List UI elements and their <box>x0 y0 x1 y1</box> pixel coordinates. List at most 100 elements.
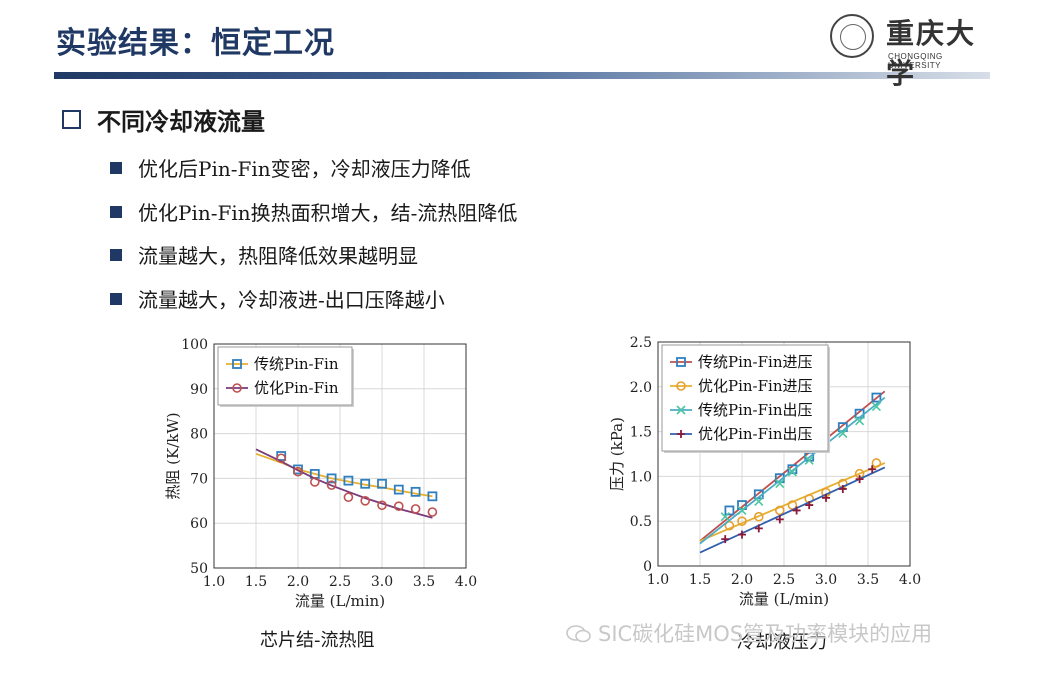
slide-title: 实验结果：恒定工况 <box>56 26 335 61</box>
data-point <box>805 501 814 510</box>
data-point <box>724 520 735 531</box>
university-logo: 重庆大学 CHONGQING UNIVERSITY <box>826 10 996 90</box>
section-heading: 不同冷却液流量 <box>62 102 265 137</box>
y-tick-label: 70 <box>190 471 208 487</box>
title-underline-bar <box>54 72 990 79</box>
y-tick-label: 1.5 <box>630 425 652 441</box>
data-point <box>775 479 785 489</box>
section-heading-text: 不同冷却液流量 <box>97 108 265 136</box>
data-point <box>792 506 801 515</box>
data-point <box>787 464 798 475</box>
bullet-text: 优化Pin-Fin换热面积增大，结-流热阻降低 <box>138 201 518 225</box>
data-point <box>754 511 764 522</box>
legend-marker <box>232 383 242 393</box>
data-point <box>822 493 830 502</box>
data-point <box>775 515 784 524</box>
data-point <box>804 455 814 465</box>
watermark-text: SIC碳化硅MOS管及功率模块的应用 <box>598 622 933 646</box>
x-tick-label: 2.0 <box>731 572 753 588</box>
pressure-chart-svg: 1.0 1.5 2.0 2.5 3.0 3.5 4.0 0 0.5 1.0 1.5 2.0 2.5 流量 … <box>608 335 921 608</box>
legend-marker <box>677 430 685 438</box>
legend-marker <box>676 405 686 415</box>
data-point <box>427 507 438 517</box>
legend-label: 优化Pin-Fin出压 <box>698 425 813 443</box>
data-point <box>868 465 877 474</box>
legend-marker <box>676 381 686 391</box>
x-tick-label: 4.0 <box>455 574 477 590</box>
bullet-item: 优化后Pin-Fin变密，冷却液压力降低 <box>110 153 471 182</box>
data-point <box>377 478 387 489</box>
bullet-square-icon <box>110 206 122 218</box>
y-axis-label: 压力 (kPa) <box>608 417 626 491</box>
plot-frame <box>213 343 467 569</box>
data-point <box>326 480 337 490</box>
university-seal-icon <box>830 14 874 58</box>
x-tick-label: 1.5 <box>245 574 267 590</box>
x-tick-label: 1.5 <box>689 572 711 588</box>
university-name: 重庆大学 <box>886 17 977 90</box>
data-point <box>343 475 354 486</box>
x-tick-label: 3.5 <box>857 572 879 588</box>
legend-label: 优化Pin-Fin <box>254 379 339 397</box>
data-point <box>838 484 847 493</box>
wechat-icon <box>566 625 591 643</box>
bullet-text: 流量越大，冷却液进-出口压降越小 <box>138 288 445 312</box>
data-point <box>737 500 747 510</box>
data-point <box>276 453 286 464</box>
x-tick-label: 1.0 <box>647 572 669 588</box>
legend-label: 传统Pin-Fin <box>254 355 339 373</box>
x-axis-label: 流量 (L/min) <box>295 592 385 610</box>
legend-label: 传统Pin-Fin进压 <box>698 353 813 371</box>
y-axis-label: 热阻 (K/kW) <box>164 412 182 499</box>
x-axis-label: 流量 (L/min) <box>739 590 829 608</box>
y-tick-label: 80 <box>190 427 208 443</box>
thermal-resistance-chart: 1.0 1.5 2.0 2.5 3.0 3.5 4.0 50 60 70 80 90 100 流量 (L/… <box>150 325 490 625</box>
data-point <box>393 484 404 495</box>
y-tick-label: 0.5 <box>630 514 652 530</box>
bullet-square-icon <box>110 293 122 305</box>
bullet-square-icon <box>110 249 122 261</box>
data-point <box>737 516 747 526</box>
chart-caption-left: 芯片结-流热阻 <box>260 630 375 651</box>
bullet-text: 流量越大，热阻降低效果越明显 <box>138 244 418 268</box>
x-tick-label: 3.0 <box>815 572 837 588</box>
y-tick-label: 60 <box>190 516 208 532</box>
y-tick-label: 0 <box>643 559 652 575</box>
data-point <box>720 512 730 522</box>
thermal-resistance-chart-svg: 1.0 1.5 2.0 2.5 3.0 3.5 4.0 50 60 70 80 90 100 流量 (L/… <box>164 337 477 610</box>
data-point <box>360 478 371 489</box>
university-subtitle: CHONGQING UNIVERSITY <box>888 52 943 70</box>
y-tick-label: 100 <box>181 337 208 353</box>
y-tick-label: 2.5 <box>630 335 652 351</box>
series-fit-line <box>699 396 886 545</box>
data-point <box>410 486 421 497</box>
bullet-text: 优化后Pin-Fin变密，冷却液压力降低 <box>138 157 471 181</box>
checkbox-square-icon <box>62 110 81 129</box>
x-tick-label: 3.5 <box>413 574 435 590</box>
data-point <box>326 473 337 484</box>
data-point <box>775 505 785 516</box>
chart-caption-right: 冷却液压力 <box>737 632 827 653</box>
series-fit-line <box>699 462 886 542</box>
x-tick-label: 2.0 <box>287 574 309 590</box>
data-point <box>871 458 882 468</box>
bullet-item: 流量越大，热阻降低效果越明显 <box>110 240 418 269</box>
data-point <box>724 505 735 516</box>
bullet-item: 优化Pin-Fin换热面积增大，结-流热阻降低 <box>110 197 517 226</box>
data-point <box>427 491 438 502</box>
data-point <box>855 475 864 484</box>
x-tick-label: 2.5 <box>773 572 795 588</box>
legend-label: 传统Pin-Fin出压 <box>698 401 813 419</box>
legend-label: 优化Pin-Fin进压 <box>698 377 813 395</box>
legend-marker <box>232 359 242 369</box>
y-tick-label: 90 <box>190 382 208 398</box>
x-tick-label: 2.5 <box>329 574 351 590</box>
y-tick-label: 50 <box>190 561 208 577</box>
data-point <box>871 392 882 403</box>
watermark: SIC碳化硅MOS管及功率模块的应用 <box>566 618 932 648</box>
series-fit-line <box>699 466 886 554</box>
data-point <box>737 505 747 516</box>
y-tick-label: 1.0 <box>630 469 652 485</box>
data-point <box>738 530 746 539</box>
data-point <box>721 535 730 544</box>
